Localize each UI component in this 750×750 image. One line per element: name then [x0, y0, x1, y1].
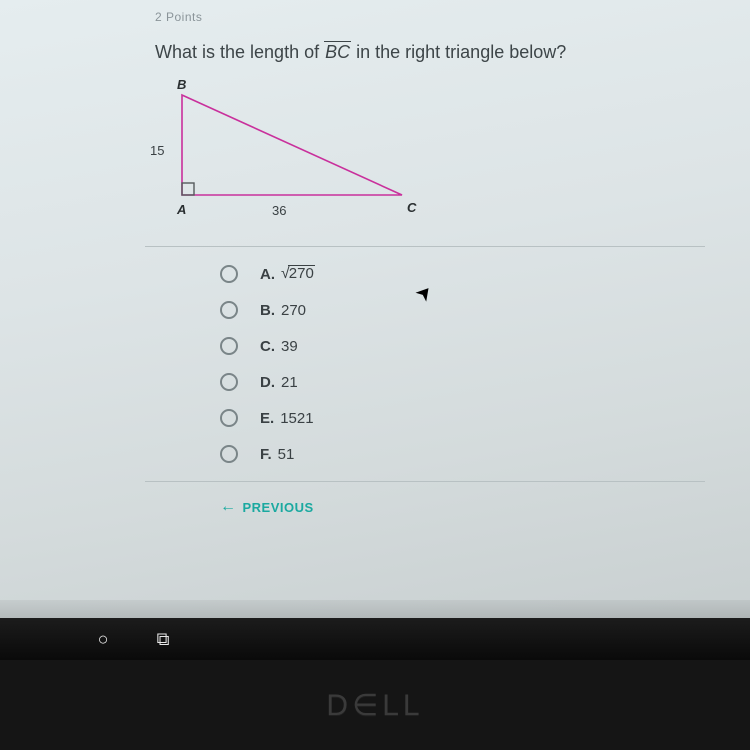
choice-e[interactable]: E. 1521	[220, 409, 750, 427]
vertex-b-label: B	[177, 77, 186, 92]
choice-d[interactable]: D. 21	[220, 373, 750, 391]
choice-letter: E.	[260, 410, 274, 427]
choice-value: 39	[281, 338, 298, 355]
vertex-a-label: A	[177, 202, 186, 217]
choice-value: 270	[281, 302, 306, 319]
cortana-icon[interactable]: ○	[90, 629, 116, 650]
question-prefix: What is the length of	[155, 42, 324, 62]
choice-b[interactable]: B. 270	[220, 301, 750, 319]
segment-bc: BC	[324, 42, 351, 63]
radio-icon[interactable]	[220, 445, 238, 463]
choice-value: 1521	[280, 410, 313, 427]
previous-button[interactable]: ← PREVIOUS	[220, 498, 750, 516]
choice-letter: C.	[260, 338, 275, 355]
arrow-left-icon: ←	[220, 498, 237, 516]
radio-icon[interactable]	[220, 337, 238, 355]
taskview-icon[interactable]: ⧉	[150, 629, 176, 650]
triangle-svg	[150, 85, 430, 230]
choice-letter: F.	[260, 446, 272, 463]
radio-icon[interactable]	[220, 301, 238, 319]
radio-icon[interactable]	[220, 265, 238, 283]
quiz-screen: 2 Points What is the length of BC in the…	[0, 0, 750, 630]
side-ac-label: 36	[272, 203, 286, 218]
separator-bottom	[145, 481, 705, 482]
triangle-diagram: B A C 15 36	[150, 85, 430, 240]
choice-letter: D.	[260, 374, 275, 391]
dell-logo: D∈LL	[326, 688, 423, 723]
choice-c[interactable]: C. 39	[220, 337, 750, 355]
laptop-bezel: D∈LL	[0, 660, 750, 750]
choice-f[interactable]: F. 51	[220, 445, 750, 463]
side-ab-label: 15	[150, 143, 164, 158]
radio-icon[interactable]	[220, 373, 238, 391]
answer-choices: A. √270 B. 270 C. 39 D. 21 E. 1521 F. 51	[220, 265, 750, 463]
radio-icon[interactable]	[220, 409, 238, 427]
choice-value: 51	[278, 446, 295, 463]
points-label: 2 Points	[155, 10, 750, 24]
question-suffix: in the right triangle below?	[356, 42, 566, 62]
choice-a[interactable]: A. √270	[220, 265, 750, 283]
choice-value: 21	[281, 374, 298, 391]
windows-taskbar[interactable]: ○ ⧉	[0, 618, 750, 660]
question-text: What is the length of BC in the right tr…	[155, 42, 750, 63]
choice-value: √270	[281, 265, 315, 283]
separator-top	[145, 246, 705, 247]
vertex-c-label: C	[407, 200, 416, 215]
choice-letter: B.	[260, 302, 275, 319]
choice-letter: A.	[260, 266, 275, 283]
previous-label: PREVIOUS	[243, 500, 314, 515]
